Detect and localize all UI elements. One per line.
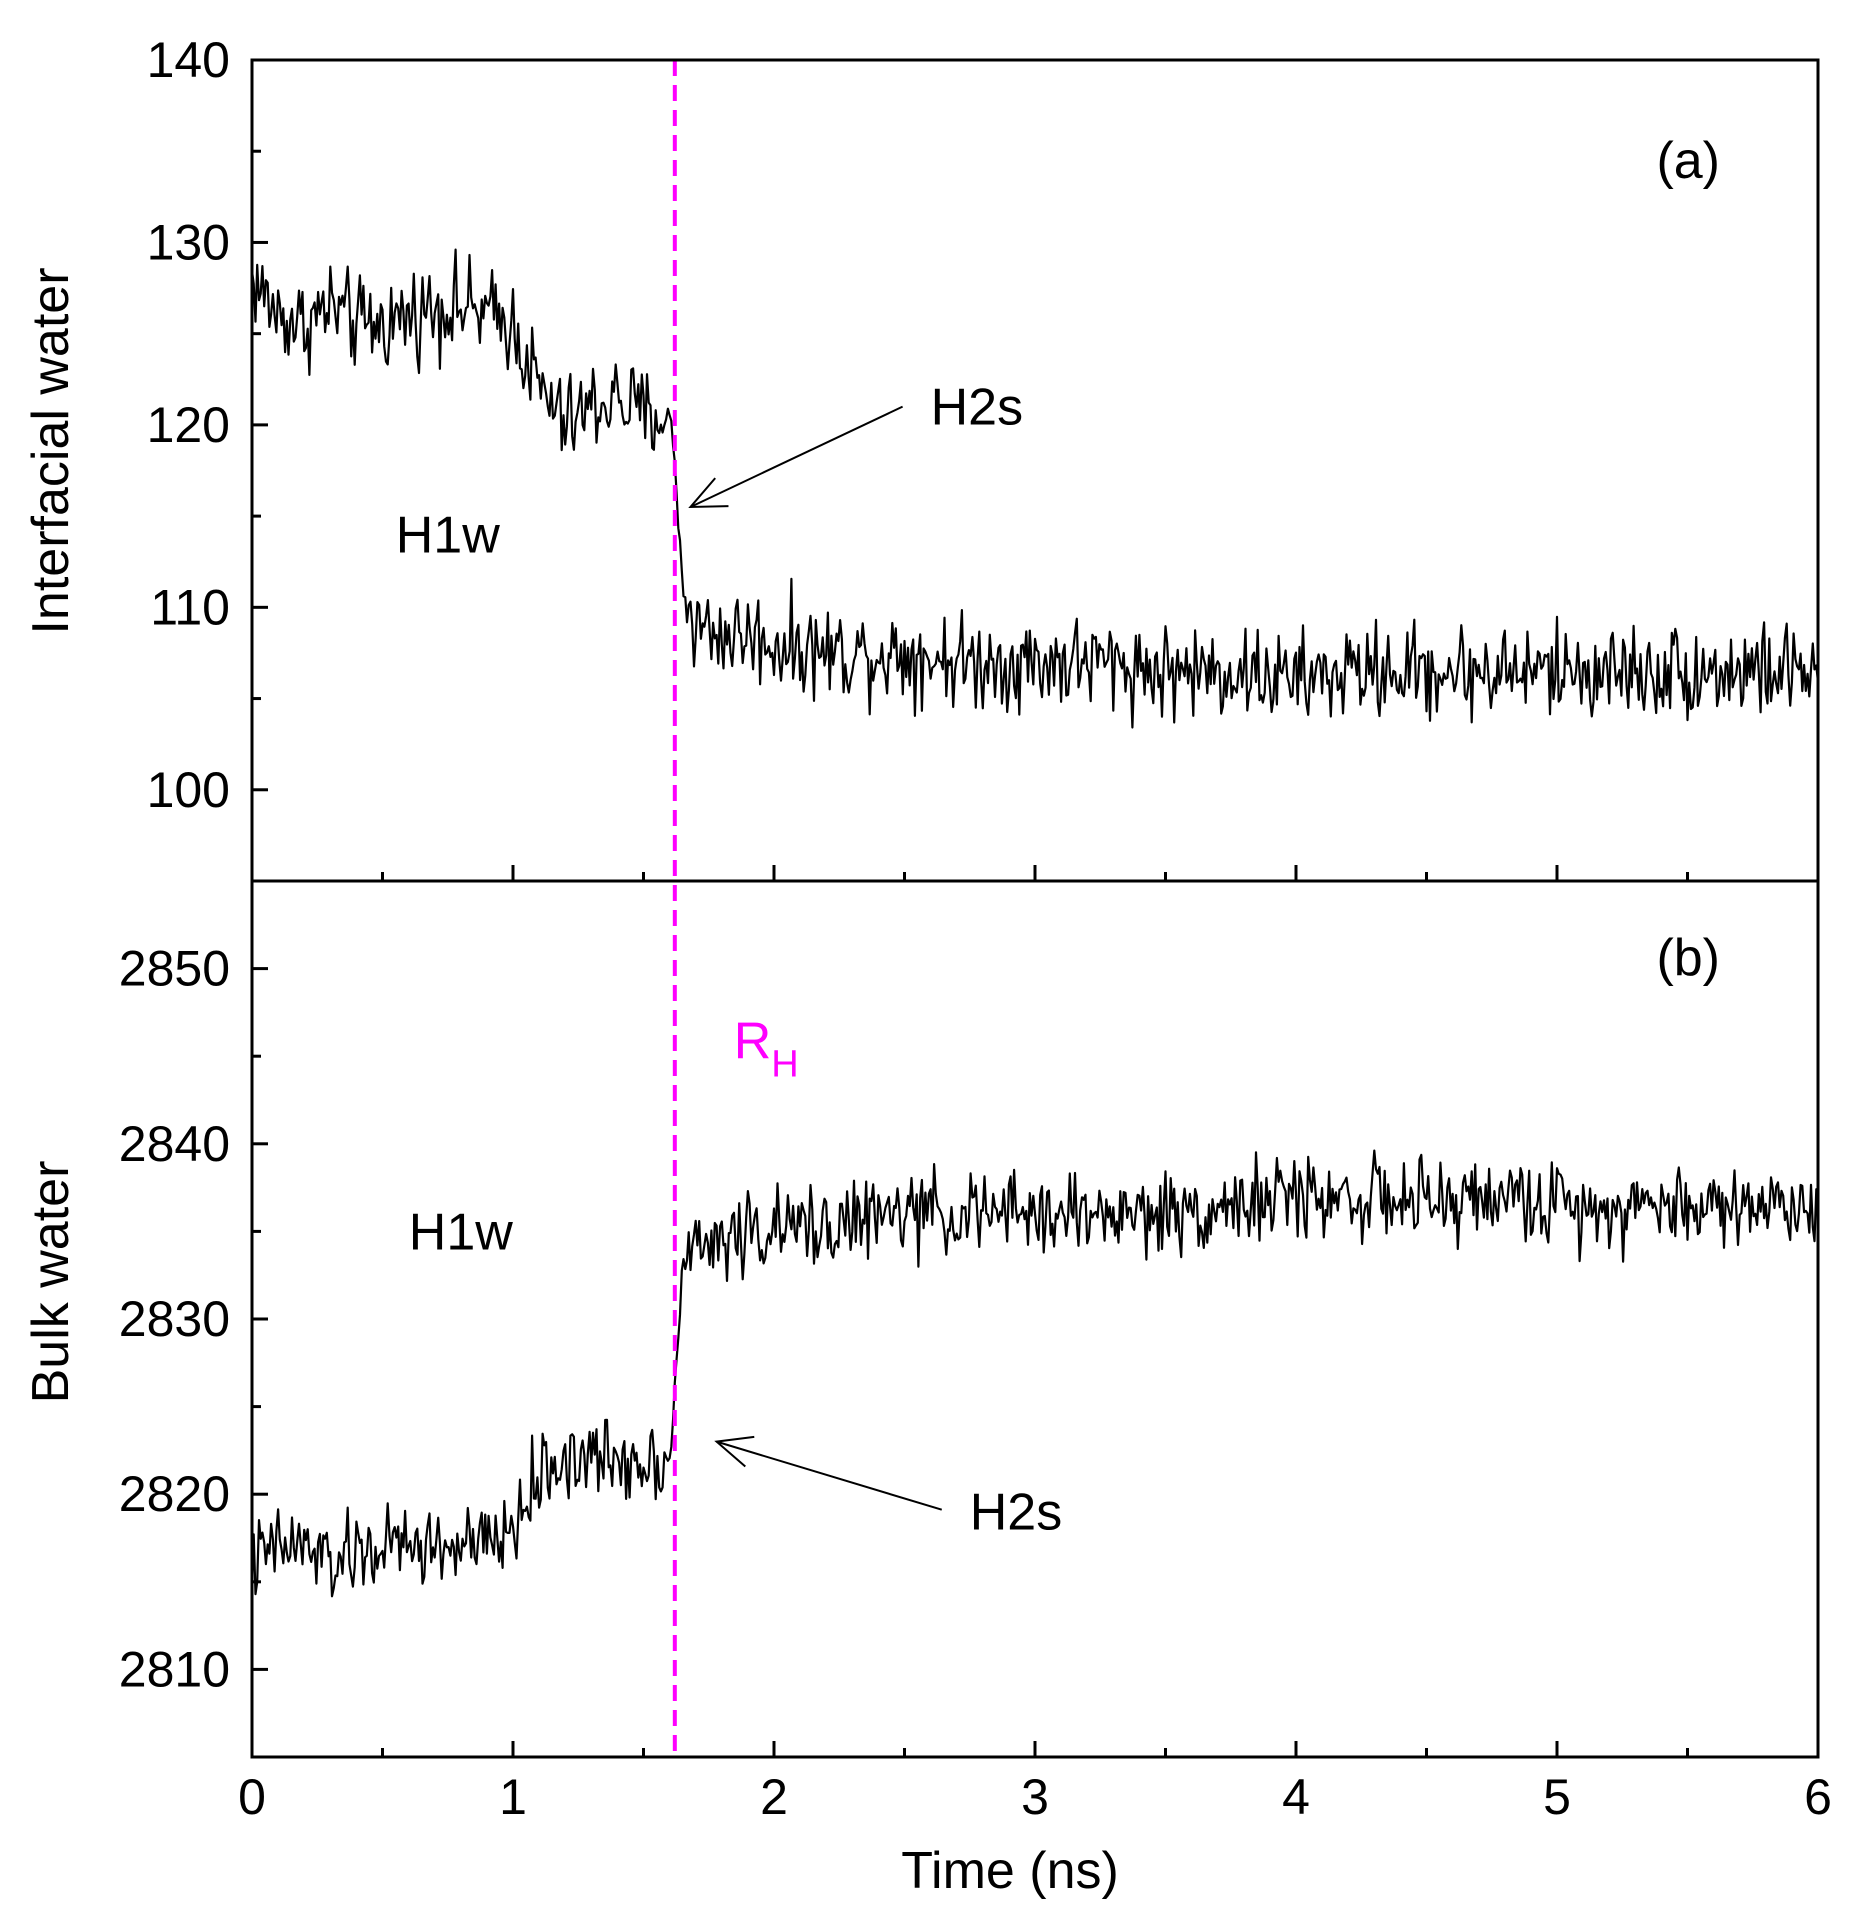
panel-b-arrow-shaft — [716, 1440, 943, 1511]
panel-b-ytick-label: 2820 — [119, 1466, 230, 1522]
panel-a: 100 110 120 130 140 (a) H1w H2s Interfacial … — [22, 32, 1820, 883]
panel-b-ytick-label: 2840 — [119, 1116, 230, 1172]
panel-b-arrow-head — [714, 1435, 755, 1468]
panel-b-xtick-label: 2 — [760, 1769, 788, 1825]
panel-a-frame — [250, 58, 1820, 883]
panel-b-ytick-label: 2830 — [119, 1291, 230, 1347]
rh-subscript: H — [771, 1044, 798, 1086]
panel-b-xtick-label: 3 — [1021, 1769, 1049, 1825]
panel-a-ytick-label: 130 — [147, 214, 230, 270]
panel-b-ytick-label: 2810 — [119, 1641, 230, 1697]
panel-b-ytick-label: 2850 — [119, 941, 230, 997]
panel-b-ylabel: Bulk water — [22, 1161, 80, 1404]
rh-main: R — [734, 1013, 772, 1071]
x-axis-title: Time (ns) — [901, 1842, 1119, 1900]
panel-b-series — [250, 1149, 1820, 1598]
panel-b-xtick-label: 1 — [499, 1769, 527, 1825]
panel-b-series-line — [250, 1149, 1820, 1598]
panel-b-tick-labels: 2810 2820 2830 2840 2850 0 1 2 3 4 5 6 — [119, 941, 1832, 1825]
panel-a-ytick-label: 140 — [147, 32, 230, 88]
panel-b-h2s-arrow — [714, 1435, 943, 1511]
panel-a-h2s-annotation: H2s — [931, 379, 1023, 437]
panel-a-ylabel: Interfacial water — [22, 267, 80, 634]
panel-b-h2s-annotation: H2s — [970, 1484, 1062, 1542]
panel-a-series-line — [250, 248, 1820, 729]
panel-b-ticks — [252, 967, 1689, 1759]
panel-a-ytick-label: 120 — [147, 397, 230, 453]
panel-a-h1w-annotation: H1w — [396, 506, 500, 564]
panel-b-xtick-label: 6 — [1804, 1769, 1832, 1825]
panel-a-series — [250, 248, 1820, 729]
panel-a-ytick-label: 100 — [147, 762, 230, 818]
panel-a-arrow-head — [688, 477, 729, 509]
panel-a-ytick-label: 110 — [150, 579, 230, 635]
panel-a-h2s-arrow — [688, 405, 904, 509]
panel-a-arrow-shaft — [690, 405, 904, 508]
panel-b-xtick-label: 4 — [1282, 1769, 1310, 1825]
panel-a-label: (a) — [1656, 132, 1720, 190]
panel-a-tick-labels: 100 110 120 130 140 — [147, 32, 230, 818]
panel-b-h1w-annotation: H1w — [409, 1203, 513, 1261]
panel-b-frame — [250, 879, 1820, 1759]
panel-b-label: (b) — [1656, 929, 1720, 987]
panel-b-xtick-label: 0 — [238, 1769, 266, 1825]
panel-b-xtick-label: 5 — [1543, 1769, 1571, 1825]
rh-annotation: RH — [734, 1013, 799, 1086]
